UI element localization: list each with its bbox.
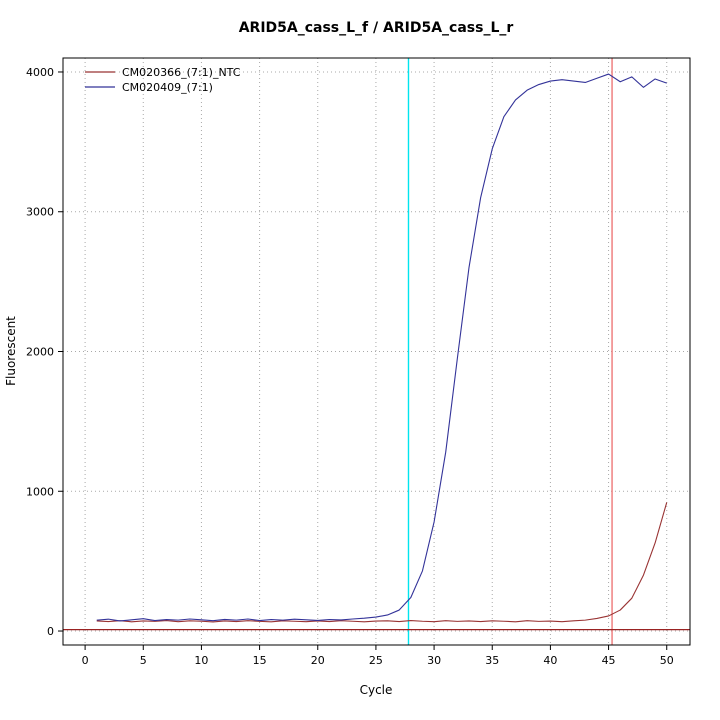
legend: CM020366_(7:1)_NTC CM020409_(7:1)	[85, 66, 241, 94]
x-tick-label: 35	[485, 654, 499, 667]
x-axis-label: Cycle	[360, 683, 393, 697]
x-tick-label: 30	[427, 654, 441, 667]
x-axis: 0 5 10 15 20 25 30 35 40 45 50	[82, 645, 674, 667]
plot-area: 0 5 10 15 20 25 30 35 40 45 50 0 1000 2000 3000 4000 CM0…	[26, 57, 691, 667]
x-tick-label: 10	[194, 654, 208, 667]
x-tick-label: 0	[82, 654, 89, 667]
legend-label-CM020366_(7:1)_NTC: CM020366_(7:1)_NTC	[122, 66, 241, 79]
x-tick-label: 20	[311, 654, 325, 667]
y-gridlines	[63, 71, 690, 632]
x-tick-label: 50	[660, 654, 674, 667]
y-tick-label: 3000	[26, 206, 54, 219]
y-axis-label: Fluorescent	[4, 316, 18, 386]
y-tick-label: 1000	[26, 485, 54, 498]
series-line-CM020366_(7:1)_NTC	[96, 502, 668, 623]
y-tick-label: 2000	[26, 346, 54, 359]
x-tick-label: 25	[369, 654, 383, 667]
x-tick-label: 45	[602, 654, 616, 667]
y-axis: 0 1000 2000 3000 4000	[26, 66, 63, 638]
x-tick-label: 15	[253, 654, 267, 667]
x-tick-label: 40	[543, 654, 557, 667]
y-tick-label: 4000	[26, 66, 54, 79]
series-line-CM020409_(7:1)	[96, 73, 667, 622]
chart-title: ARID5A_cass_L_f / ARID5A_cass_L_r	[239, 20, 514, 36]
x-tick-label: 5	[140, 654, 147, 667]
y-tick-label: 0	[47, 625, 54, 638]
legend-label-CM020409_(7:1): CM020409_(7:1)	[122, 81, 213, 94]
